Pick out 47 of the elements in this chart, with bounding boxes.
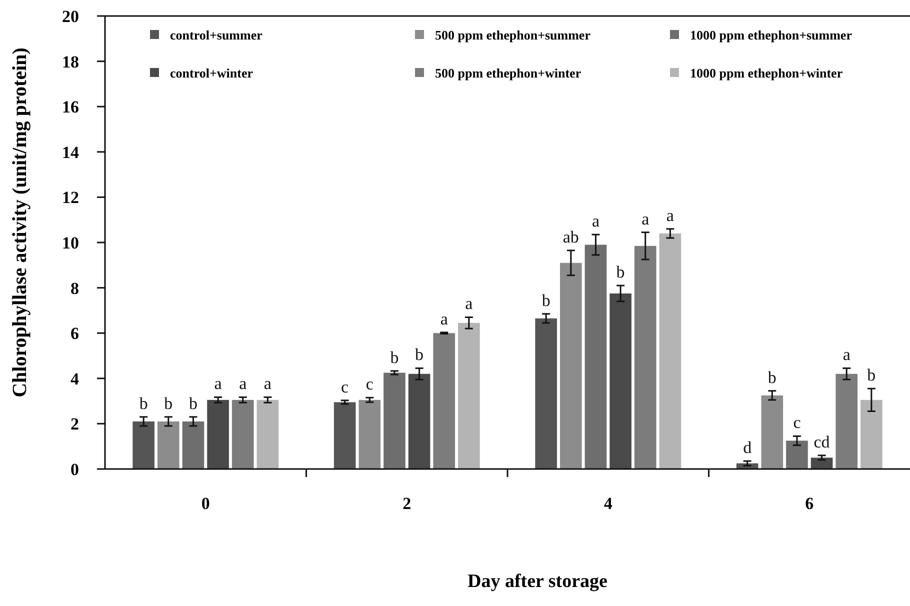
data-label: c	[366, 374, 374, 394]
data-label: a	[666, 206, 674, 225]
y-tick-label: 14	[62, 142, 80, 162]
y-tick-label: 12	[62, 188, 79, 208]
data-label: a	[465, 294, 474, 314]
y-tick-label: 18	[62, 52, 79, 72]
legend-label: 500 ppm ethephon+winter	[435, 66, 582, 81]
legend-label: 500 ppm ethephon+summer	[435, 28, 591, 43]
data-label: a	[842, 345, 851, 364]
data-label: a	[440, 309, 448, 328]
data-label: a	[264, 374, 272, 394]
y-tick-label: 2	[70, 414, 79, 434]
data-label: b	[188, 394, 198, 413]
data-label: b	[164, 394, 173, 413]
y-tick-label: 6	[70, 324, 79, 344]
data-label: b	[139, 394, 148, 413]
data-label: b	[867, 366, 876, 385]
data-label: cd	[814, 432, 830, 452]
data-label: a	[592, 212, 600, 231]
x-tick-label: 0	[201, 494, 210, 513]
legend-label: 1000 ppm ethephon+summer	[690, 28, 852, 43]
y-axis-title: Chlorophyllase activity (unit/mg protein)	[9, 48, 31, 398]
data-label: a	[214, 374, 222, 394]
legend-label: control+winter	[170, 66, 254, 81]
data-label: a	[239, 374, 248, 394]
data-label: c	[793, 413, 802, 432]
y-tick-label: 20	[62, 6, 79, 26]
data-label: b	[542, 290, 550, 310]
legend-label: control+summer	[170, 28, 263, 43]
data-label: b	[616, 262, 625, 282]
data-label: b	[415, 345, 424, 364]
data-label: b	[768, 368, 776, 387]
y-tick-label: 0	[70, 460, 79, 479]
x-tick-label: 2	[402, 494, 412, 513]
y-tick-label: 4	[70, 369, 80, 388]
y-tick-label: 16	[62, 98, 79, 117]
y-tick-label: 10	[62, 233, 79, 252]
data-label: c	[341, 377, 350, 396]
data-label: ab	[562, 227, 579, 246]
x-tick-label: 4	[604, 494, 613, 513]
data-label: d	[743, 438, 752, 458]
y-tick-label: 8	[70, 278, 79, 298]
x-tick-label: 6	[805, 494, 814, 513]
data-label: a	[642, 209, 650, 228]
x-axis-title: Day after storage	[468, 571, 608, 592]
data-label: b	[390, 348, 399, 367]
legend-label: 1000 ppm ethephon+winter	[690, 66, 843, 81]
